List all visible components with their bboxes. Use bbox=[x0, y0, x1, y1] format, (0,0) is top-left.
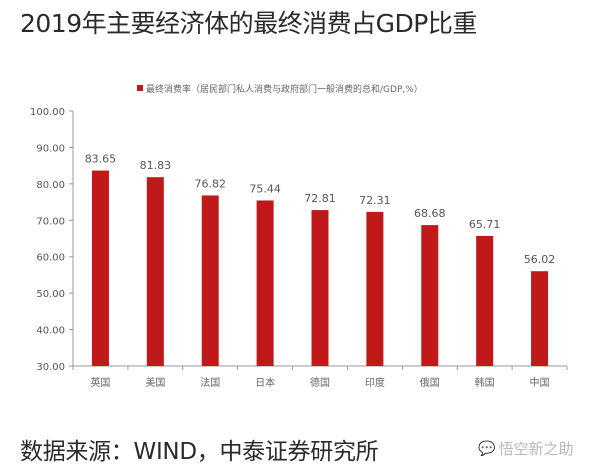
wechat-icon: 💬 bbox=[478, 440, 496, 457]
bar bbox=[531, 271, 549, 366]
bar bbox=[366, 211, 384, 366]
bar-value-label: 65.71 bbox=[469, 218, 501, 231]
bar bbox=[146, 177, 164, 366]
bar bbox=[421, 225, 439, 366]
y-tick-label: 70.00 bbox=[36, 216, 65, 227]
x-category-label: 韩国 bbox=[475, 376, 495, 389]
watermark: 💬 悟空新之助 bbox=[478, 438, 573, 459]
y-tick-label: 100.00 bbox=[30, 107, 65, 118]
bar bbox=[256, 200, 274, 366]
bar-value-label: 68.68 bbox=[414, 207, 446, 220]
bar-value-label: 83.65 bbox=[85, 153, 117, 166]
bar-value-label: 56.02 bbox=[524, 253, 556, 266]
bar-value-label: 72.31 bbox=[359, 194, 391, 207]
y-tick-label: 50.00 bbox=[36, 289, 65, 300]
y-tick-label: 80.00 bbox=[36, 180, 65, 191]
bar-value-label: 75.44 bbox=[249, 182, 281, 195]
y-tick-label: 30.00 bbox=[36, 362, 65, 373]
bar bbox=[91, 170, 109, 366]
y-axis: 30.00 40.00 50.00 60.00 70.00 80.00 90.00 100.0… bbox=[30, 107, 74, 373]
y-tick-label: 90.00 bbox=[36, 143, 65, 154]
x-category-label: 中国 bbox=[530, 376, 550, 389]
x-category-label: 俄国 bbox=[420, 377, 440, 389]
bars: 83.65 81.83 76.82 75.44 72.81 72.31 68.68 65.71… bbox=[85, 153, 556, 366]
x-category-label: 英国 bbox=[90, 376, 110, 389]
x-category-label: 德国 bbox=[310, 376, 330, 389]
y-tick-label: 40.00 bbox=[36, 326, 65, 337]
legend-label: 最终消费率（居民部门私人消费与政府部门一般消费的总和/GDP,%） bbox=[146, 83, 423, 95]
chart-title: 2019年主要经济体的最终消费占GDP比重 bbox=[20, 9, 477, 38]
x-category-label: 法国 bbox=[200, 376, 220, 389]
bar-value-label: 76.82 bbox=[194, 177, 226, 190]
x-category-label: 印度 bbox=[365, 376, 385, 389]
legend: 最终消费率（居民部门私人消费与政府部门一般消费的总和/GDP,%） bbox=[137, 83, 423, 95]
bar bbox=[201, 195, 219, 366]
bar-value-label: 72.81 bbox=[304, 192, 336, 205]
y-tick-label: 60.00 bbox=[36, 253, 65, 264]
bar bbox=[311, 210, 329, 366]
legend-swatch bbox=[137, 85, 143, 91]
watermark-text: 悟空新之助 bbox=[498, 440, 574, 458]
data-source: 数据来源：WIND，中泰证券研究所 bbox=[20, 439, 379, 465]
x-category-label: 日本 bbox=[255, 376, 275, 389]
x-category-label: 美国 bbox=[145, 376, 165, 389]
bar-value-label: 81.83 bbox=[140, 159, 172, 172]
x-axis: 英国 美国 法国 日本 德国 印度 俄国 韩国 中国 bbox=[72, 365, 568, 389]
bar bbox=[476, 235, 494, 366]
